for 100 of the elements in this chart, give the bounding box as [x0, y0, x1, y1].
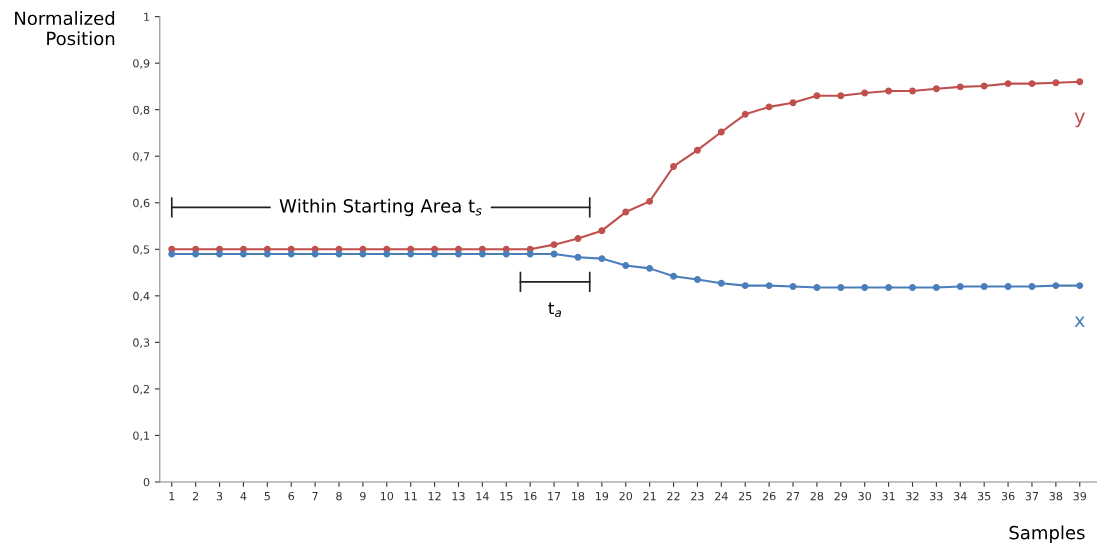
x-tick-label: 39 — [1073, 491, 1087, 501]
x-tick-label: 33 — [930, 491, 943, 501]
point — [670, 272, 678, 280]
y-tick-label: 0 — [143, 477, 150, 487]
x-tick-label: 27 — [786, 491, 800, 501]
x-tick-label: 7 — [312, 492, 318, 501]
y-tick-label: 0,4 — [133, 291, 150, 302]
x-tick-label: 10 — [380, 491, 394, 501]
x-tick-label: 34 — [954, 491, 967, 501]
x-tick-label: 11 — [404, 492, 417, 501]
x-tick-label: 5 — [264, 492, 270, 501]
point — [909, 87, 916, 95]
x-tick-label: 14 — [476, 492, 489, 501]
y-tick-label: 0,9 — [133, 59, 150, 69]
point — [932, 283, 940, 291]
x-tick-label: 1 — [169, 492, 175, 501]
x-tick-label: 37 — [1025, 491, 1039, 501]
point — [646, 264, 654, 272]
x-tick-label: 3 — [216, 491, 223, 501]
x-tick-label: 8 — [336, 491, 342, 501]
point — [383, 250, 391, 258]
point — [550, 241, 558, 249]
x-tick-label: 36 — [1001, 491, 1015, 501]
point — [359, 250, 367, 258]
point — [717, 128, 725, 136]
point — [1004, 80, 1012, 88]
x-axis-title: Samples — [1009, 525, 1085, 543]
point — [813, 283, 821, 291]
point — [980, 82, 988, 90]
point — [861, 283, 869, 291]
x-tick-label: 9 — [360, 491, 366, 501]
point — [598, 255, 606, 263]
x-tick-label: 2 — [192, 491, 199, 501]
point — [263, 250, 271, 258]
point — [885, 87, 893, 95]
point — [239, 250, 247, 258]
annotation: t$_{a}$ — [548, 302, 561, 318]
point — [574, 235, 582, 243]
point — [1052, 282, 1060, 290]
point — [909, 283, 916, 291]
y-tick-label: 0,2 — [133, 384, 149, 395]
y-tick-label: 0,6 — [133, 198, 150, 209]
y-tick-label: 0,1 — [133, 431, 150, 441]
point — [885, 283, 893, 291]
x-tick-label: 28 — [810, 491, 824, 501]
point — [837, 283, 845, 291]
x-tick-label: 29 — [834, 491, 848, 501]
point — [980, 283, 988, 291]
series-label: x — [1074, 316, 1085, 328]
x-tick-label: 31 — [882, 491, 895, 501]
y-tick-label: 0,5 — [133, 245, 150, 255]
point — [1028, 80, 1036, 88]
x-tick-label: 25 — [738, 491, 752, 501]
x-tick-label: 26 — [762, 491, 776, 501]
x-tick-label: 32 — [906, 491, 919, 501]
x-tick-label: 23 — [691, 491, 704, 501]
point — [502, 250, 510, 258]
x-tick-label: 18 — [572, 491, 585, 501]
point — [789, 99, 797, 107]
point — [1028, 283, 1036, 291]
y-tick-label: 0,3 — [133, 338, 150, 348]
y-tick-label: 0,7 — [133, 152, 150, 162]
point — [574, 253, 582, 261]
point — [622, 208, 630, 216]
point — [407, 250, 415, 258]
point — [717, 279, 725, 287]
point — [646, 197, 654, 205]
y-tick-label: 1 — [144, 12, 150, 21]
point — [622, 262, 630, 270]
point — [956, 283, 964, 291]
point — [1052, 79, 1060, 87]
x-tick-label: 24 — [715, 491, 728, 501]
point — [455, 250, 462, 258]
x-tick-label: 22 — [667, 491, 680, 501]
point — [311, 250, 319, 258]
x-tick-label: 38 — [1049, 491, 1063, 501]
point — [741, 110, 749, 118]
point — [693, 276, 701, 284]
point — [168, 250, 176, 258]
point — [693, 146, 701, 154]
x-tick-label: 17 — [548, 492, 561, 501]
x-tick-label: 16 — [524, 491, 537, 501]
point — [670, 162, 678, 170]
point — [478, 250, 486, 258]
y-tick-label: 0,8 — [133, 105, 150, 116]
x-tick-label: 20 — [619, 491, 633, 501]
x-tick-label: 6 — [288, 491, 295, 501]
point — [526, 250, 534, 258]
x-tick-label: 4 — [240, 492, 247, 501]
x-tick-label: 30 — [858, 491, 872, 501]
y-axis-title: Normalized Position — [15, 11, 115, 46]
point — [765, 282, 773, 290]
point — [598, 227, 606, 235]
annotation: Within Starting Area t$_{s}$ — [279, 198, 482, 217]
point — [1076, 78, 1084, 86]
x-tick-label: 21 — [643, 491, 656, 501]
point — [813, 92, 821, 100]
x-tick-label: 12 — [428, 491, 441, 501]
series-label: y — [1074, 112, 1085, 128]
point — [765, 103, 773, 111]
